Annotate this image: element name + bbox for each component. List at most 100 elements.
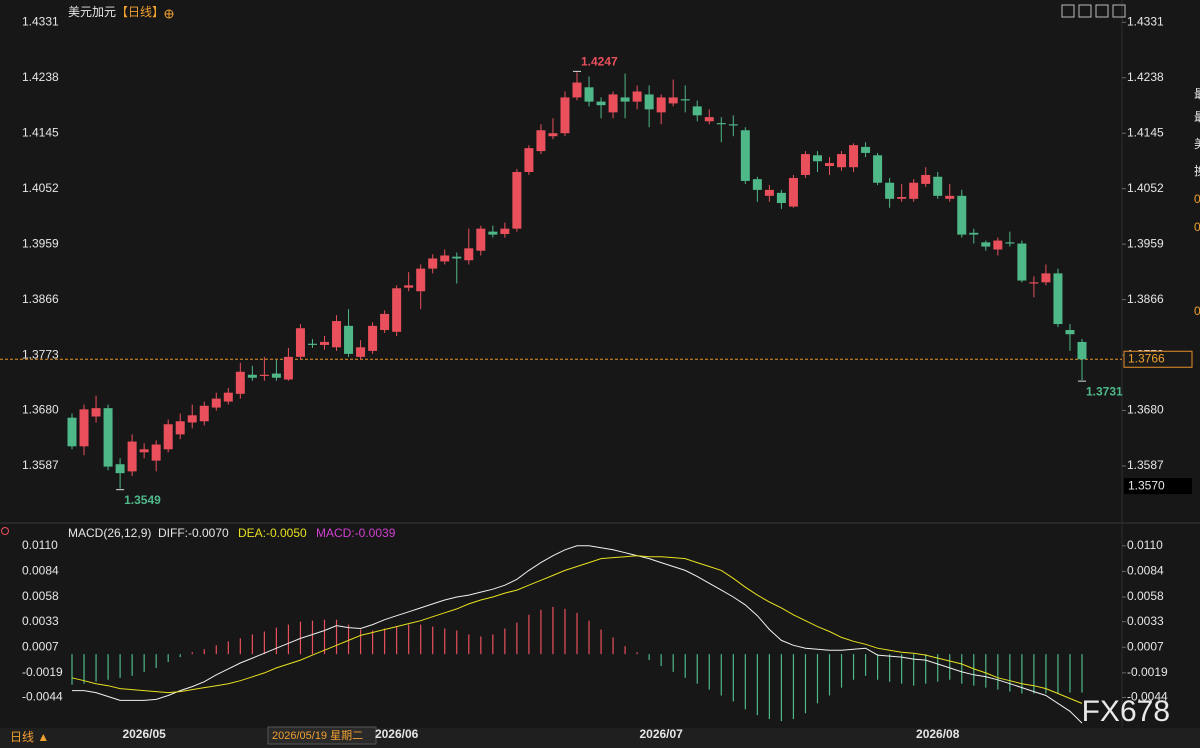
dea-label: DEA:-0.0050 xyxy=(238,526,307,540)
side-value: 0 xyxy=(1194,304,1200,318)
y-tick-label: 1.3680 xyxy=(1127,403,1164,417)
candle-body xyxy=(596,101,606,106)
candle-body xyxy=(849,145,859,168)
y-tick-label-left: 1.4145 xyxy=(22,125,59,139)
candle-body xyxy=(127,441,137,472)
candle-body xyxy=(560,97,570,134)
y-tick-label: 1.4238 xyxy=(1127,70,1164,84)
candle-body xyxy=(452,256,462,259)
candle-body xyxy=(885,182,895,199)
candle-body xyxy=(1065,330,1075,335)
cursor-date: 2026/05/19 星期二 xyxy=(272,729,363,742)
annotation-label: 1.3731 xyxy=(1086,384,1123,398)
y-tick-label-left: 1.4052 xyxy=(22,181,59,195)
tool-button[interactable] xyxy=(1078,4,1092,18)
candle-body xyxy=(259,374,269,376)
period-button[interactable]: 日线 ▲ xyxy=(10,730,49,744)
candle-body xyxy=(1041,273,1051,283)
macd-label: MACD:-0.0039 xyxy=(316,526,396,540)
y-tick-label-left: 1.4331 xyxy=(22,14,59,28)
candle-body xyxy=(524,148,534,172)
cursor-price-box xyxy=(1124,478,1192,495)
y-tick-label: 1.4331 xyxy=(1127,14,1164,28)
watermark: FX678 xyxy=(1082,695,1170,728)
candle-body xyxy=(1029,282,1039,284)
candle-body xyxy=(788,177,798,207)
candle-body xyxy=(416,268,426,292)
candle-body xyxy=(897,197,907,199)
candle-body xyxy=(692,106,702,116)
candle-body xyxy=(764,189,774,196)
candle-body xyxy=(175,421,185,435)
y-tick-label-left: 0.0110 xyxy=(22,538,58,552)
x-tick-label: 2026/07 xyxy=(639,727,683,741)
toolbar xyxy=(1061,4,1126,18)
y-tick-label-left: 1.3866 xyxy=(22,292,59,306)
candle-body xyxy=(103,408,113,467)
candle-body xyxy=(392,288,402,332)
candle-body xyxy=(873,155,883,183)
candle-body xyxy=(295,328,305,357)
side-text: 换 xyxy=(1194,164,1200,178)
x-tick-label: 2026/05 xyxy=(122,727,166,741)
candle-body xyxy=(716,123,726,125)
y-tick-label: 0.0007 xyxy=(1127,639,1164,653)
candle-body xyxy=(752,179,762,190)
y-tick-label-left: -0.0019 xyxy=(22,665,63,679)
candle-body xyxy=(79,409,89,447)
y-tick-label: 1.4145 xyxy=(1127,125,1164,139)
candle-body xyxy=(163,424,173,450)
candle-body xyxy=(933,176,943,196)
tool-button[interactable] xyxy=(1061,4,1075,18)
candle-body xyxy=(1005,242,1015,244)
x-tick-label: 2026/08 xyxy=(916,727,960,741)
candle-body xyxy=(825,163,834,167)
candle-body xyxy=(476,228,486,251)
y-tick-label-left: 0.0033 xyxy=(22,614,59,628)
y-tick-label-left: 0.0058 xyxy=(22,589,59,603)
candle-body xyxy=(380,313,390,331)
candle-body xyxy=(187,415,197,423)
candle-body xyxy=(488,231,498,235)
candle-body xyxy=(464,248,474,261)
y-tick-label: 1.3959 xyxy=(1127,236,1164,250)
y-tick-label: -0.0019 xyxy=(1127,665,1168,679)
candle-body xyxy=(1077,341,1087,360)
tool-button[interactable] xyxy=(1095,4,1109,18)
candle-body xyxy=(1017,243,1027,281)
annotation-label: 1.3549 xyxy=(124,493,161,507)
dif-line xyxy=(72,545,1083,724)
candle-body xyxy=(800,154,810,175)
candle-body xyxy=(608,94,618,113)
y-tick-label-left: 1.3587 xyxy=(22,458,59,472)
candle-body xyxy=(945,195,955,199)
candle-body xyxy=(812,155,822,162)
chart-subtitle: 【日线】 xyxy=(116,5,164,19)
y-tick-label: 1.3587 xyxy=(1127,458,1164,472)
candle-body xyxy=(837,154,847,168)
last-price-label: 1.3766 xyxy=(1128,351,1165,365)
candle-body xyxy=(536,130,546,152)
candle-body xyxy=(211,398,221,408)
side-value: 0 xyxy=(1194,192,1200,206)
indicator-icon[interactable] xyxy=(1,527,9,535)
side-text: 最 xyxy=(1194,87,1200,101)
candle-body xyxy=(91,408,101,417)
candle-body xyxy=(909,182,919,199)
last-price-box xyxy=(1123,350,1193,368)
candle-body xyxy=(512,171,522,229)
candle-body xyxy=(283,356,293,380)
y-tick-label: 1.3866 xyxy=(1127,292,1164,306)
candle-body xyxy=(981,242,991,247)
macd-title: MACD(26,12,9) xyxy=(68,526,151,540)
tool-button[interactable] xyxy=(1112,4,1126,18)
candle-body xyxy=(356,347,366,357)
y-tick-label: 0.0110 xyxy=(1127,538,1163,552)
candle-body xyxy=(404,285,414,288)
y-tick-label: 1.4052 xyxy=(1127,181,1164,195)
candle-body xyxy=(921,174,931,184)
footer-bar xyxy=(0,728,1200,748)
candle-body xyxy=(344,325,354,354)
side-text: 美 xyxy=(1194,137,1200,151)
